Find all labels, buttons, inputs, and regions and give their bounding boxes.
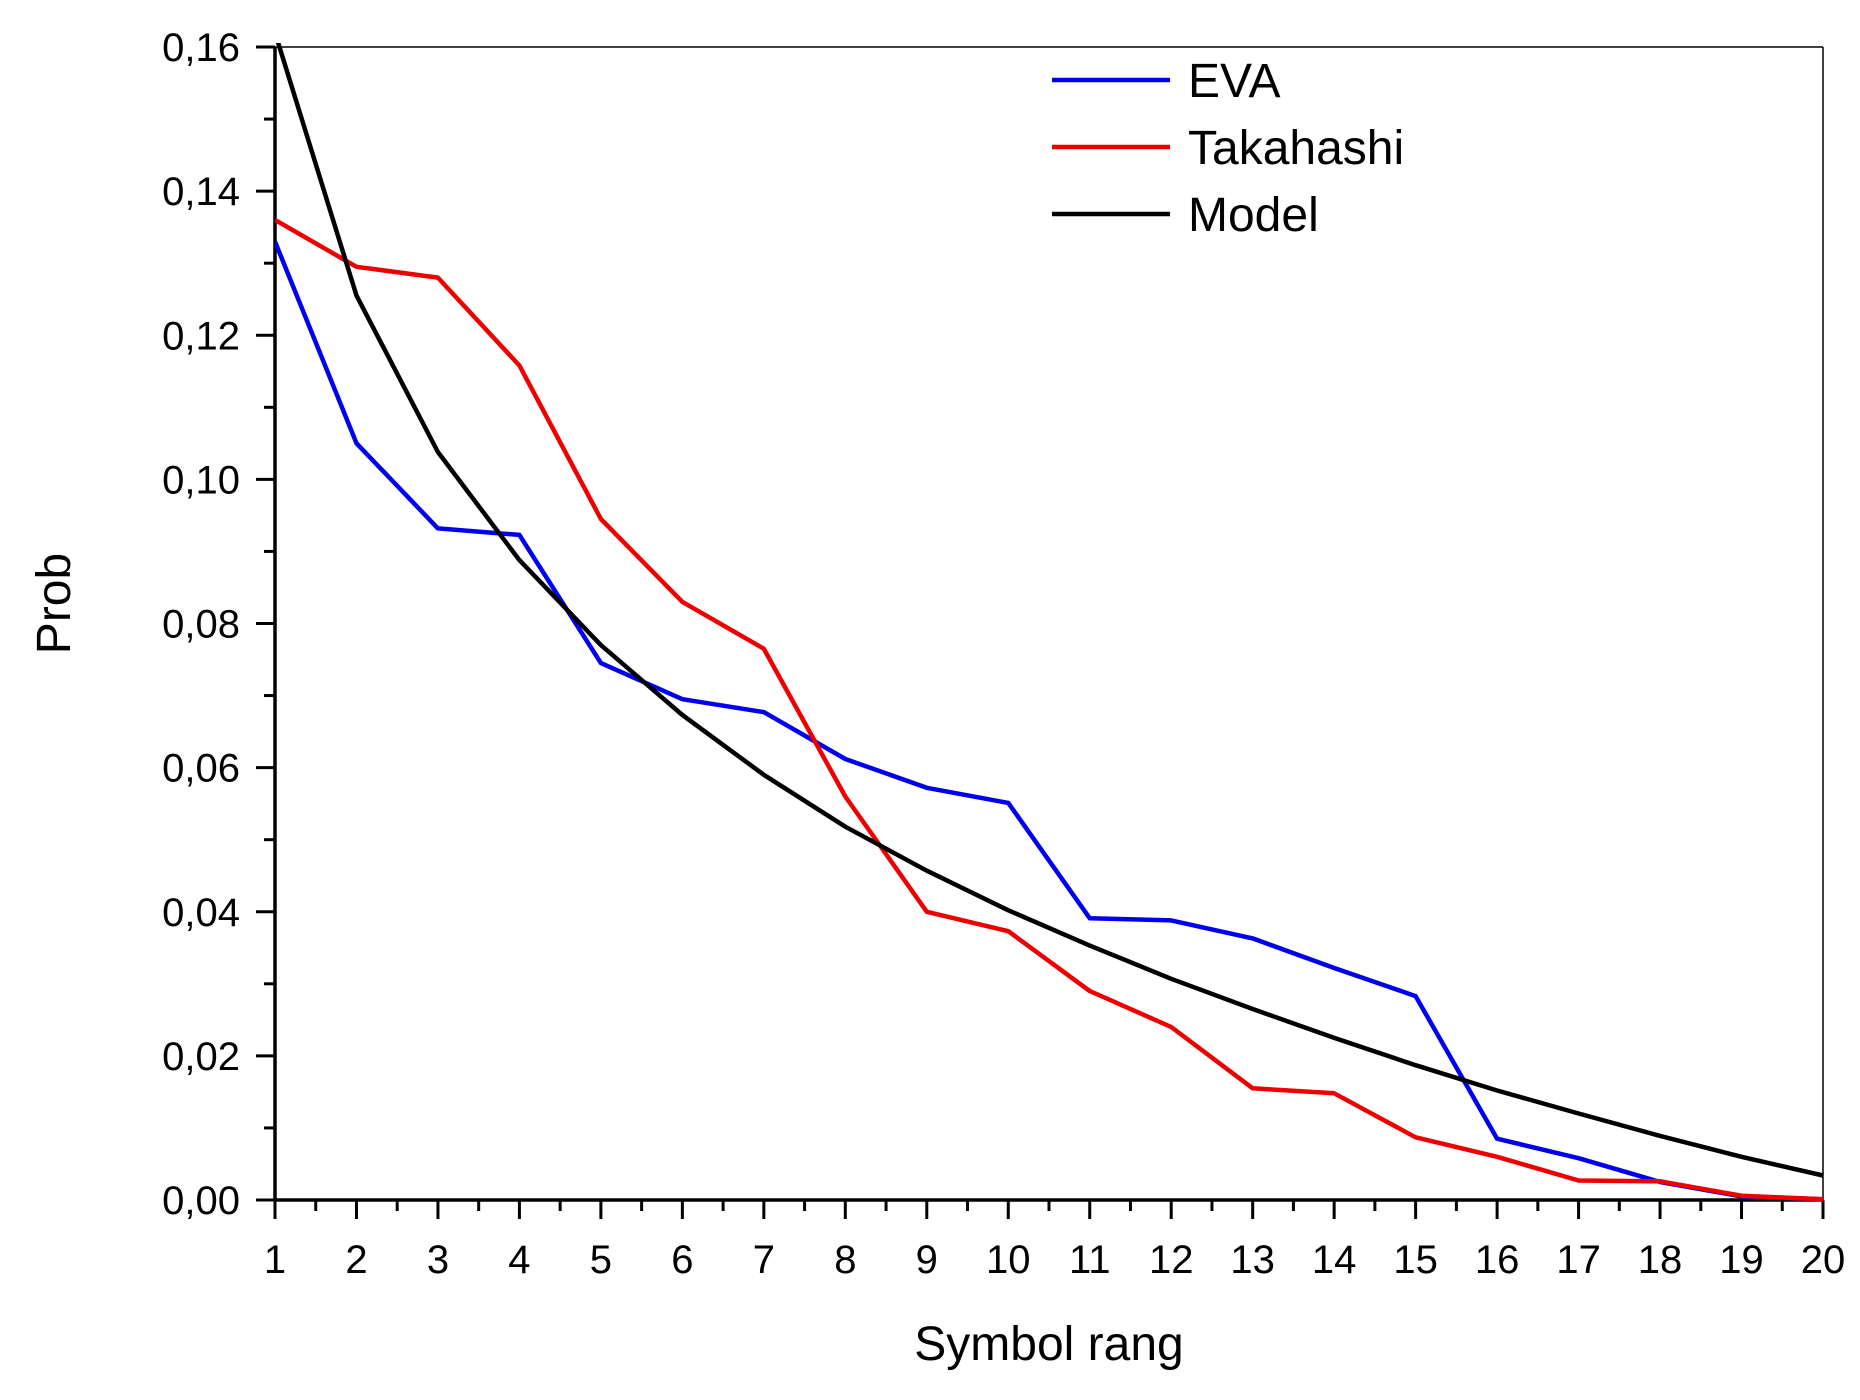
- x-tick-label: 1: [264, 1238, 286, 1282]
- x-tick-label: 19: [1719, 1238, 1764, 1282]
- y-tick-label: 0,00: [162, 1179, 240, 1223]
- legend: EVA Takahashi Model: [1052, 55, 1404, 242]
- x-tick-label: 14: [1312, 1238, 1357, 1282]
- y-axis-title: Prob: [28, 553, 81, 654]
- x-tick-label: 3: [427, 1238, 449, 1282]
- y-axis-ticks: 0,00 0,02 0,04 0,06 0,08 0,10 0,12 0,14 0,16: [162, 26, 275, 1223]
- x-tick-label: 5: [590, 1238, 612, 1282]
- x-tick-label: 6: [671, 1238, 693, 1282]
- series-line-model: [275, 43, 1824, 1178]
- x-tick-label: 10: [986, 1238, 1031, 1282]
- x-tick-label: 13: [1230, 1238, 1275, 1282]
- x-tick-label: 2: [345, 1238, 367, 1282]
- y-tick-label: 0,06: [162, 747, 240, 791]
- y-tick-label: 0,16: [162, 26, 240, 70]
- y-tick-label: 0,02: [162, 1035, 240, 1079]
- plot-frame: [273, 46, 1824, 1202]
- legend-label-eva: EVA: [1188, 55, 1280, 108]
- x-tick-label: 16: [1475, 1238, 1520, 1282]
- y-tick-label: 0,12: [162, 314, 240, 358]
- legend-label-model: Model: [1188, 189, 1319, 242]
- x-axis-title: Symbol rang: [914, 1318, 1183, 1371]
- x-tick-label: 18: [1638, 1238, 1683, 1282]
- legend-label-takahashi: Takahashi: [1188, 122, 1404, 175]
- series-line-takahashi: [275, 217, 1824, 1202]
- x-tick-label: 8: [834, 1238, 856, 1282]
- y-tick-label: 0,14: [162, 170, 240, 214]
- series-line-eva: [275, 240, 1824, 1202]
- x-tick-label: 4: [508, 1238, 530, 1282]
- x-tick-label: 7: [753, 1238, 775, 1282]
- x-tick-label: 20: [1801, 1238, 1846, 1282]
- y-tick-label: 0,10: [162, 458, 240, 502]
- x-axis-ticks: 1 2 3 4 5 6 7 8 9 10 11 12 13 14 15 16 17 18 19 20: [264, 1200, 1845, 1282]
- series-lines: [275, 43, 1824, 1202]
- x-tick-label: 17: [1556, 1238, 1601, 1282]
- x-tick-label: 15: [1393, 1238, 1438, 1282]
- y-tick-label: 0,04: [162, 891, 240, 935]
- x-tick-label: 12: [1149, 1238, 1194, 1282]
- y-tick-label: 0,08: [162, 603, 240, 647]
- x-tick-label: 9: [916, 1238, 938, 1282]
- x-tick-label: 11: [1069, 1238, 1111, 1282]
